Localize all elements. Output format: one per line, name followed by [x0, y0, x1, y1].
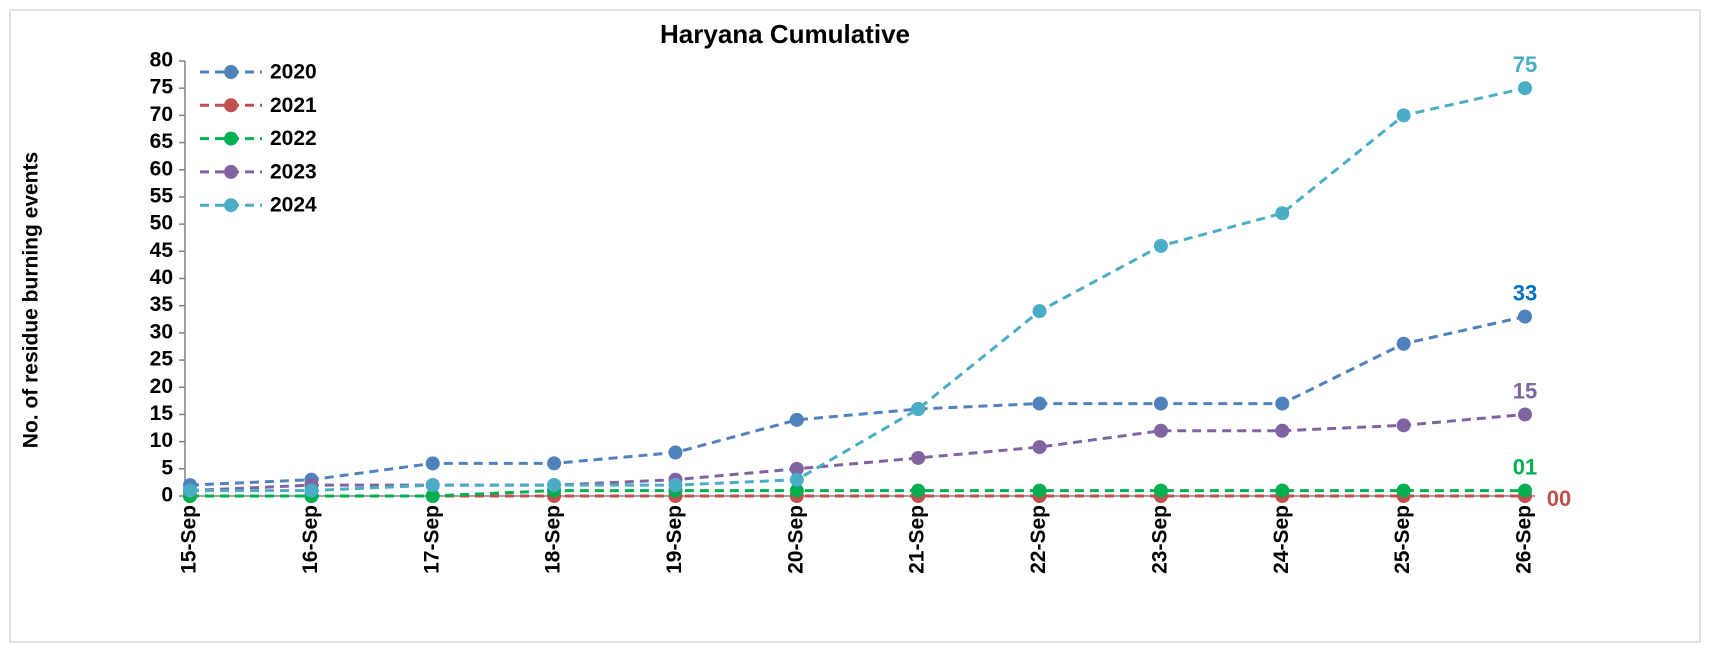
- y-tick-label: 15: [150, 402, 174, 425]
- data-point: [911, 483, 926, 498]
- legend-marker: [224, 131, 238, 146]
- series-line: [189, 412, 1526, 493]
- legend-label: 2023: [270, 160, 317, 183]
- data-point: [1153, 396, 1168, 411]
- legend-marker: [224, 198, 238, 213]
- legend-marker: [224, 164, 238, 179]
- y-tick-label: 50: [150, 212, 173, 235]
- data-point: [1396, 483, 1411, 498]
- data-label: 00: [1547, 486, 1571, 511]
- x-tick-label: 20-Sep: [784, 505, 807, 574]
- data-point: [304, 483, 319, 498]
- data-point: [1153, 423, 1168, 438]
- data-point: [668, 478, 683, 493]
- legend-marker: [224, 98, 238, 113]
- data-point: [1275, 206, 1290, 221]
- data-point: [1032, 304, 1047, 319]
- data-point: [1275, 483, 1290, 498]
- x-tick-label: 19-Sep: [663, 505, 686, 574]
- data-point: [1396, 108, 1411, 123]
- x-tick-label: 25-Sep: [1391, 505, 1414, 574]
- data-point: [1153, 483, 1168, 498]
- y-tick-label: 40: [150, 266, 173, 289]
- y-tick-label: 60: [150, 157, 173, 180]
- data-point: [425, 489, 440, 503]
- data-point: [1518, 407, 1532, 422]
- data-label: 15: [1513, 378, 1537, 403]
- y-tick-label: 0: [161, 484, 173, 507]
- legend-label: 2024: [270, 194, 317, 217]
- x-tick-label: 15-Sep: [178, 505, 201, 574]
- x-tick-label: 22-Sep: [1027, 505, 1050, 574]
- data-point: [789, 483, 804, 498]
- data-point: [1396, 418, 1411, 433]
- data-point: [1032, 396, 1047, 411]
- series-line: [190, 86, 1526, 493]
- data-point: [789, 461, 804, 476]
- x-tick-label: 16-Sep: [299, 505, 322, 574]
- y-tick-label: 10: [150, 429, 173, 452]
- data-point: [547, 478, 562, 493]
- legend-marker: [224, 65, 238, 79]
- data-point: [425, 456, 440, 471]
- y-tick-label: 25: [150, 348, 174, 371]
- legend-label: 2022: [270, 127, 317, 150]
- y-axis-label: No. of residue burning events: [20, 152, 43, 448]
- data-point: [668, 445, 683, 460]
- data-point: [1153, 238, 1168, 253]
- data-point: [1518, 309, 1532, 324]
- data-point: [789, 412, 804, 427]
- data-point: [911, 402, 926, 416]
- chart-title: Haryana Cumulative: [660, 19, 910, 49]
- data-point: [1275, 396, 1290, 411]
- data-point: [425, 478, 440, 493]
- data-point: [547, 456, 562, 471]
- data-point: [789, 472, 804, 487]
- y-tick-label: 55: [150, 184, 174, 207]
- data-point: [911, 450, 926, 465]
- data-point: [1518, 483, 1532, 498]
- y-tick-label: 75: [150, 76, 174, 99]
- x-tick-label: 26-Sep: [1513, 505, 1536, 574]
- x-tick-label: 21-Sep: [906, 505, 929, 574]
- data-point: [1396, 336, 1411, 351]
- legend-label: 2021: [270, 94, 317, 117]
- data-label: 75: [1513, 52, 1537, 77]
- data-point: [1518, 81, 1532, 96]
- y-tick-label: 80: [150, 49, 173, 72]
- data-point: [1032, 440, 1047, 455]
- data-point: [1275, 423, 1290, 438]
- data-label: 01: [1513, 454, 1537, 479]
- data-point: [1032, 483, 1047, 498]
- legend-label: 2020: [270, 61, 317, 84]
- y-tick-label: 30: [150, 320, 173, 343]
- y-tick-label: 20: [150, 375, 173, 398]
- data-point: [183, 483, 197, 498]
- y-tick-label: 70: [150, 103, 173, 126]
- x-tick-label: 17-Sep: [420, 505, 443, 574]
- y-tick-label: 65: [150, 130, 174, 153]
- series-line: [190, 489, 1525, 498]
- x-tick-label: 18-Sep: [542, 505, 565, 574]
- y-tick-label: 5: [161, 456, 173, 479]
- x-tick-label: 24-Sep: [1270, 505, 1293, 574]
- y-tick-label: 35: [150, 293, 174, 316]
- x-tick-label: 23-Sep: [1148, 505, 1171, 574]
- y-tick-label: 45: [150, 239, 174, 262]
- data-label: 33: [1513, 280, 1537, 305]
- chart-frame: [9, 9, 1701, 643]
